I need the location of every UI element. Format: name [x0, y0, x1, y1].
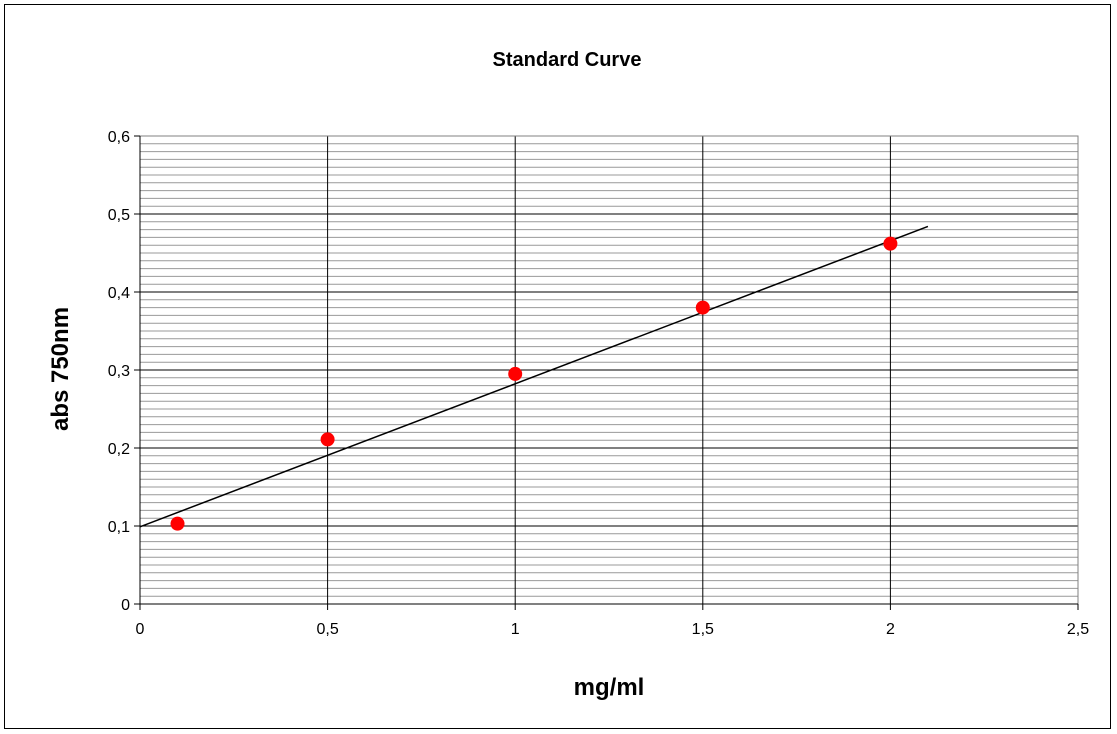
x-tick-label: 0,5 [316, 621, 338, 638]
x-axis-label: mg/ml [574, 674, 645, 701]
x-tick-label: 1 [511, 621, 520, 638]
x-tick-label: 0 [136, 621, 145, 638]
chart-frame [4, 4, 1111, 729]
trendline-layer [139, 225, 929, 528]
y-tick-label: 0,5 [108, 207, 130, 224]
y-tick-label: 0,3 [108, 363, 130, 380]
minor-grid [140, 143, 1078, 597]
y-tick-label: 0 [121, 597, 130, 614]
data-point [508, 366, 523, 381]
data-point [695, 300, 710, 315]
data-point [320, 432, 335, 447]
data-point [170, 516, 185, 531]
y-axis-label: abs 750nm [47, 307, 74, 431]
y-tick-label: 0,2 [108, 441, 130, 458]
trendline [139, 225, 929, 528]
y-tick-label: 0,4 [108, 285, 130, 302]
y-axis: 0 0,1 0,2 0,3 0,4 0,5 0,6 [108, 129, 141, 614]
data-point [883, 236, 898, 251]
x-tick-label: 1,5 [692, 621, 714, 638]
chart-title: Standard Curve [493, 49, 642, 71]
y-tick-label: 0,1 [108, 519, 130, 536]
x-axis: 0 0,5 1 1,5 2 2,5 [136, 603, 1089, 638]
y-tick-label: 0,6 [108, 129, 130, 146]
points-layer [170, 236, 898, 531]
x-tick-label: 2 [886, 621, 895, 638]
x-tick-label: 2,5 [1067, 621, 1089, 638]
